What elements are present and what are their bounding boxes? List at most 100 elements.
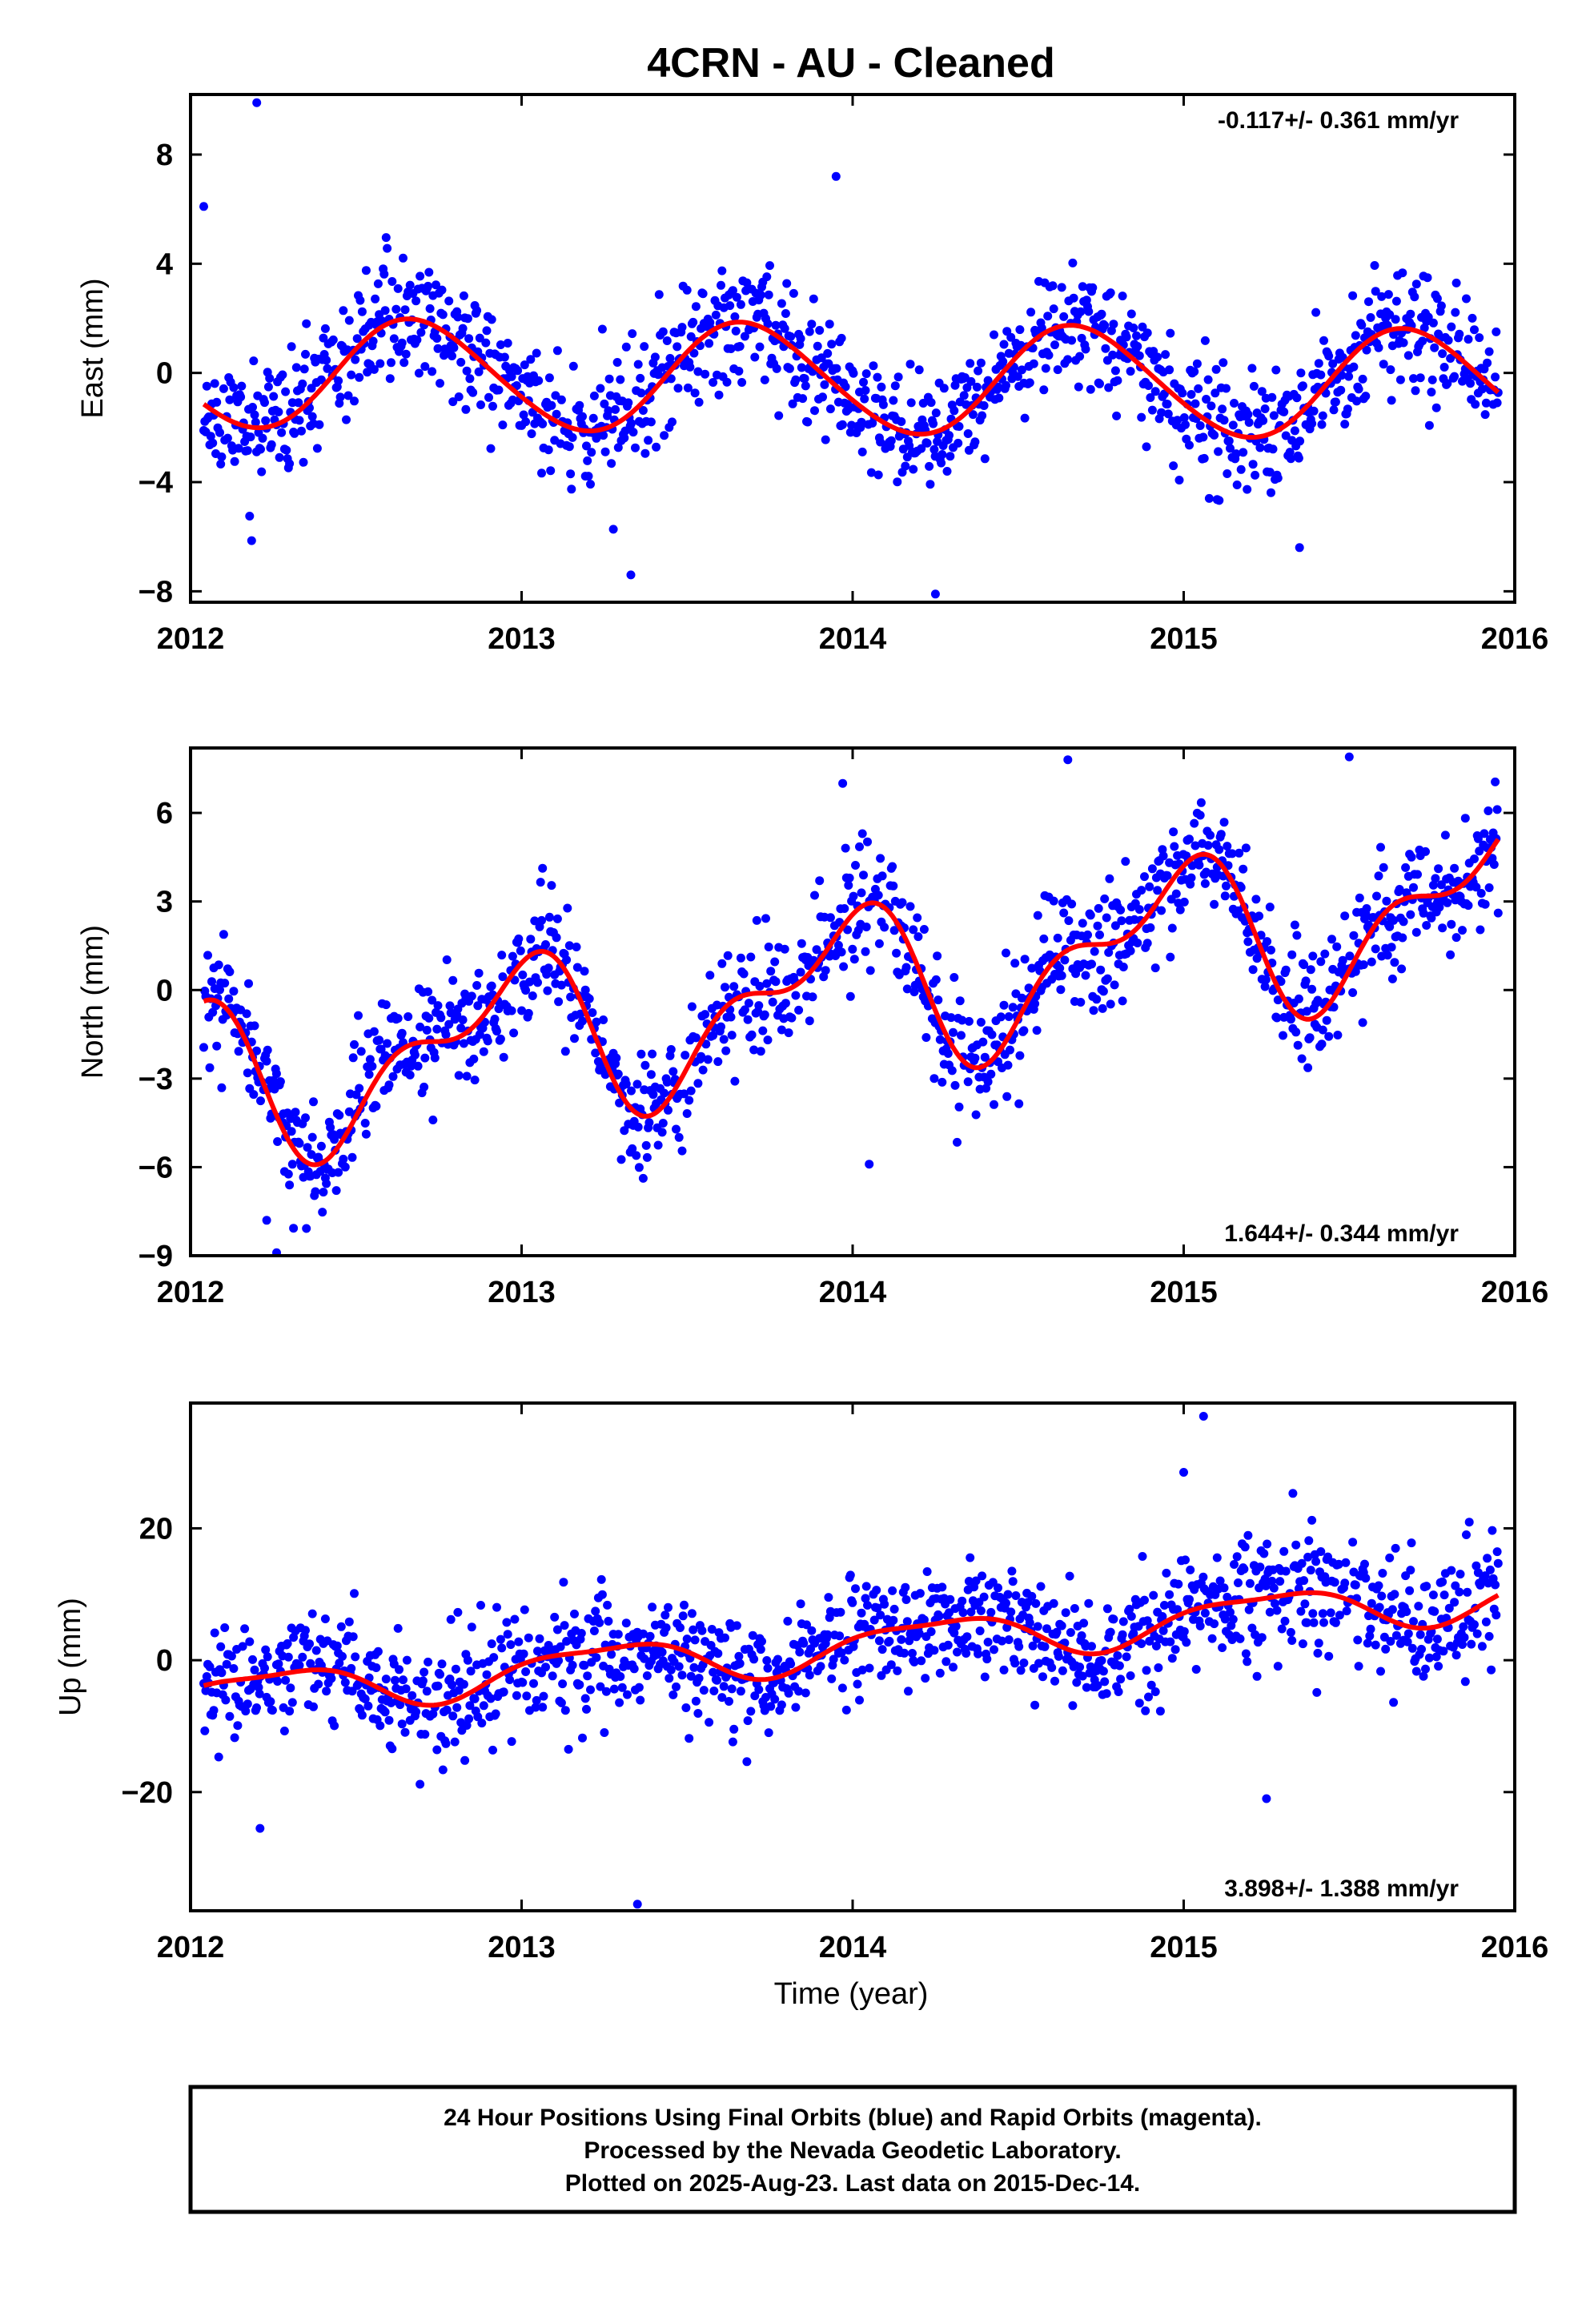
up-data-point	[971, 1576, 981, 1586]
up-data-point	[1170, 1645, 1180, 1655]
north-data-point	[797, 939, 806, 948]
north-data-point	[877, 871, 887, 881]
up-data-point	[466, 1667, 476, 1676]
up-data-point	[660, 1610, 670, 1620]
east-data-point	[297, 426, 306, 436]
up-data-point	[524, 1633, 533, 1642]
north-data-point	[1376, 842, 1385, 852]
north-data-point	[487, 981, 496, 991]
east-data-point	[1349, 362, 1359, 372]
up-data-point	[233, 1721, 243, 1731]
east-data-point	[1037, 324, 1046, 333]
east-data-point	[1295, 436, 1305, 446]
north-data-point	[686, 1086, 696, 1096]
east-data-point	[456, 357, 466, 367]
east-data-point	[290, 428, 299, 438]
north-data-point	[658, 1119, 668, 1128]
up-data-point	[1219, 1583, 1229, 1593]
up-data-point	[1173, 1605, 1182, 1614]
north-data-point	[271, 1069, 281, 1079]
north-data-point	[642, 1152, 652, 1162]
east-data-point	[339, 306, 348, 316]
north-data-point	[234, 1047, 243, 1056]
north-data-point	[632, 1080, 642, 1089]
east-data-point	[691, 302, 701, 312]
up-data-point	[877, 1671, 886, 1680]
up-data-point	[1371, 1640, 1380, 1650]
up-data-point	[1252, 1671, 1262, 1681]
east-data-point	[616, 375, 625, 384]
east-data-point	[1358, 374, 1367, 384]
north-data-point	[946, 1013, 956, 1023]
up-data-point	[1195, 1621, 1205, 1630]
up-ytick-label: 20	[139, 1512, 173, 1546]
north-data-point	[1243, 937, 1253, 947]
east-data-point	[905, 360, 915, 369]
east-data-point	[685, 362, 695, 372]
up-data-point	[1409, 1617, 1418, 1626]
east-data-point	[400, 305, 410, 315]
up-data-point	[949, 1663, 958, 1672]
east-data-point	[607, 459, 616, 468]
east-data-point	[552, 409, 561, 419]
east-data-point	[1424, 420, 1434, 430]
east-data-point	[764, 290, 773, 300]
up-data-point	[917, 1656, 926, 1666]
north-data-point	[669, 1067, 678, 1076]
east-data-point	[458, 324, 468, 333]
up-data-point	[964, 1577, 974, 1586]
up-data-point	[1487, 1665, 1496, 1675]
up-data-point	[889, 1615, 898, 1625]
east-data-point	[1318, 411, 1327, 420]
north-data-point	[791, 991, 801, 1000]
north-data-point	[1162, 870, 1172, 880]
north-data-point	[560, 1047, 570, 1056]
north-data-point	[410, 1050, 420, 1059]
up-data-point	[267, 1706, 277, 1715]
east-data-point	[1354, 384, 1363, 394]
east-data-point	[1231, 449, 1241, 459]
north-data-point	[902, 984, 912, 994]
east-data-point	[1415, 373, 1425, 383]
footer-box: 24 Hour Positions Using Final Orbits (bl…	[188, 2085, 1517, 2214]
up-data-point	[1006, 1607, 1016, 1617]
north-data-point	[865, 966, 875, 975]
east-data-point	[387, 358, 395, 368]
up-data-point	[1162, 1568, 1171, 1578]
up-data-point	[601, 1687, 611, 1696]
east-data-point	[568, 432, 577, 442]
north-data-point	[335, 1111, 344, 1120]
east-data-point	[857, 447, 867, 456]
up-data-point	[648, 1602, 657, 1612]
east-data-point	[644, 436, 653, 445]
up-data-point	[678, 1611, 688, 1621]
north-data-point	[1422, 921, 1431, 930]
east-data-point	[1190, 399, 1200, 408]
up-data-point	[286, 1683, 295, 1693]
up-data-point	[762, 1656, 772, 1665]
up-data-point	[794, 1687, 804, 1696]
east-data-point	[1471, 400, 1480, 409]
north-ytick-label: 0	[156, 974, 173, 1007]
north-data-point	[763, 1035, 773, 1045]
east-data-point	[1436, 301, 1446, 311]
up-data-point	[837, 1648, 846, 1658]
up-data-point	[1277, 1624, 1287, 1634]
north-data-point	[224, 994, 234, 1003]
up-data-point	[1472, 1629, 1482, 1638]
east-data-point	[1267, 392, 1277, 402]
north-data-point	[459, 1039, 468, 1048]
north-data-point	[749, 1045, 759, 1055]
up-data-point	[521, 1667, 531, 1676]
north-data-point	[1398, 933, 1407, 943]
up-data-point	[582, 1704, 591, 1714]
north-data-point	[538, 863, 548, 873]
up-data-point	[465, 1701, 475, 1711]
up-data-point	[958, 1596, 967, 1606]
north-ytick-label: −6	[139, 1151, 173, 1184]
north-xtick-label: 2014	[819, 1276, 887, 1309]
north-data-point	[405, 1070, 415, 1080]
north-data-point	[572, 943, 581, 951]
north-data-point	[957, 1031, 966, 1040]
east-data-point	[369, 364, 379, 374]
